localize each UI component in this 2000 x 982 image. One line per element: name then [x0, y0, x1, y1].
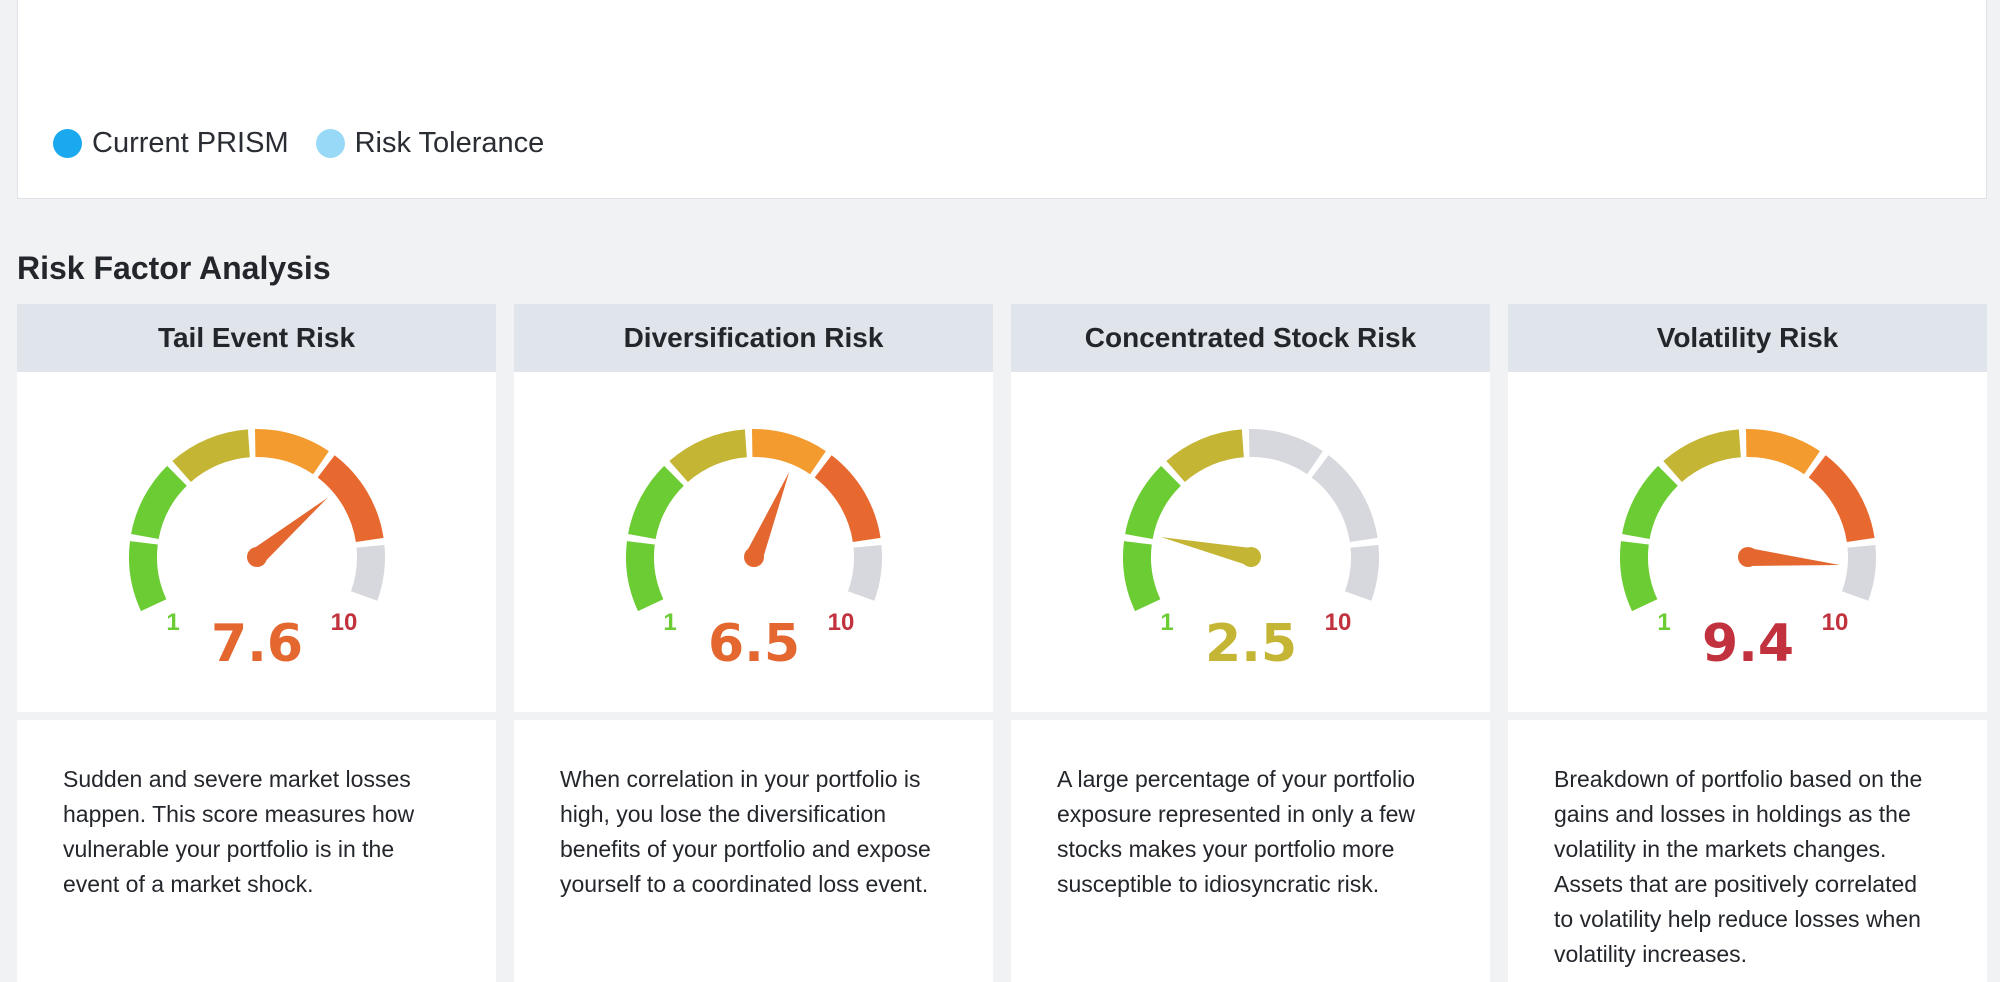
gauge-needle: [745, 472, 790, 561]
legend-item-risk-tolerance[interactable]: Risk Tolerance: [315, 127, 545, 160]
gauge-segment: [1311, 455, 1378, 543]
gauge-panel: 1 10 7.6: [17, 372, 496, 712]
gauge-panel: 1 10 2.5: [1011, 372, 1490, 712]
gauge-needle: [251, 497, 328, 564]
gauge-segment: [1248, 429, 1323, 475]
card-description: Breakdown of portfolio based on the gain…: [1508, 720, 1987, 982]
gauge-segment: [129, 541, 167, 612]
card-title: Tail Event Risk: [17, 304, 496, 372]
gauge-min-label: 1: [1657, 609, 1670, 636]
risk-gauge: 1 10 2.5: [1123, 429, 1379, 674]
legend-item-current-prism[interactable]: Current PRISM: [53, 127, 289, 160]
gauge-segment: [1663, 429, 1741, 482]
gauge-min-label: 1: [166, 609, 179, 636]
gauge-segment: [628, 465, 684, 540]
risk-card-volatility: Volatility Risk 1 10 9.4 Breakdown of port…: [1508, 304, 1987, 982]
legend-dot-icon: [53, 129, 82, 158]
gauge-segment: [131, 465, 187, 540]
gauge-segment: [1808, 455, 1875, 543]
risk-gauge: 1 10 6.5: [626, 429, 882, 674]
gauge-segment: [1620, 541, 1658, 612]
risk-gauge: 1 10 9.4: [1620, 429, 1876, 674]
gauge-panel: 1 10 9.4: [1508, 372, 1987, 712]
chart-legend: Current PRISM Risk Tolerance: [53, 127, 571, 160]
card-title: Concentrated Stock Risk: [1011, 304, 1490, 372]
gauge-segment: [847, 544, 882, 601]
gauge-segment: [1841, 544, 1876, 601]
card-description: When correlation in your portfolio is hi…: [514, 720, 993, 982]
gauge-segment: [669, 429, 747, 482]
gauge-segment: [626, 541, 664, 612]
gauge-segment: [317, 455, 384, 543]
gauge-segment: [1344, 544, 1379, 601]
card-description: Sudden and severe market losses happen. …: [17, 720, 496, 982]
gauge-max-label: 10: [1822, 609, 1849, 636]
gauge-hub: [247, 547, 267, 567]
gauge-score: 7.6: [211, 614, 303, 674]
gauge-min-label: 1: [663, 609, 676, 636]
gauge-max-label: 10: [331, 609, 358, 636]
prism-chart-card: Current PRISM Risk Tolerance: [17, 0, 1987, 199]
gauge-segment: [350, 544, 386, 601]
gauge-segment: [1123, 541, 1161, 612]
legend-label: Current PRISM: [92, 127, 289, 159]
risk-card-diversification: Diversification Risk 1 10 6.5 When correla…: [514, 304, 993, 982]
gauge-score: 2.5: [1205, 614, 1297, 674]
gauge-min-label: 1: [1160, 609, 1173, 636]
gauge-segment: [1622, 465, 1678, 540]
gauge-hub: [744, 547, 764, 567]
card-title: Diversification Risk: [514, 304, 993, 372]
legend-dot-icon: [315, 129, 345, 158]
gauge-segment: [254, 429, 329, 475]
gauge-score: 6.5: [708, 614, 800, 674]
gauge-segment: [1125, 465, 1181, 540]
gauge-segment: [1166, 429, 1244, 482]
gauge-score: 9.4: [1702, 614, 1794, 674]
card-title: Volatility Risk: [1508, 304, 1987, 372]
section-title: Risk Factor Analysis: [17, 250, 331, 286]
gauge-segment: [1745, 429, 1820, 475]
card-description: A large percentage of your portfolio exp…: [1011, 720, 1490, 982]
gauge-needle: [1161, 537, 1253, 566]
risk-card-tail-event: Tail Event Risk 1 10 7.6 Sudden and severe…: [17, 304, 496, 982]
gauge-segment: [751, 429, 826, 475]
gauge-segment: [172, 429, 250, 482]
gauge-max-label: 10: [828, 609, 855, 636]
gauge-panel: 1 10 6.5: [514, 372, 993, 712]
gauge-segment: [814, 455, 881, 543]
gauge-hub: [1738, 547, 1758, 567]
risk-gauge: 1 10 7.6: [129, 429, 386, 674]
gauge-hub: [1241, 547, 1261, 567]
gauge-needle: [1747, 548, 1840, 566]
gauge-max-label: 10: [1325, 609, 1352, 636]
risk-card-concentrated-stock: Concentrated Stock Risk 1 10 2.5 A large p…: [1011, 304, 1490, 982]
legend-label: Risk Tolerance: [354, 127, 545, 159]
